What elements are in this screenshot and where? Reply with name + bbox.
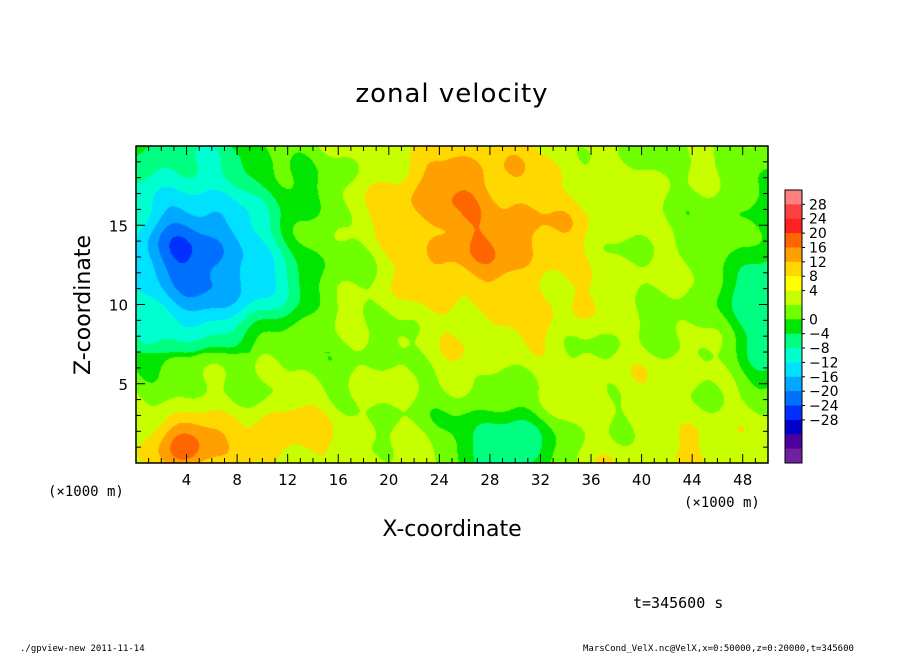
colorbar-level-label: 24 [809, 212, 827, 228]
colorbar-swatch [785, 405, 802, 421]
colorbar-swatch [785, 290, 802, 306]
colorbar-swatch [785, 247, 802, 263]
colorbar-swatch [785, 391, 802, 407]
x-tick-label: 40 [632, 471, 651, 489]
colorbar-level-label: −16 [809, 370, 839, 386]
colorbar-level-label: −8 [809, 341, 830, 357]
colorbar-level-label: 4 [809, 284, 818, 300]
x-tick-label: 16 [329, 471, 348, 489]
colorbar-swatch [785, 276, 802, 292]
x-unit-label-left: (×1000 m) [48, 484, 124, 500]
y-tick-label: 10 [109, 297, 128, 315]
colorbar-level-label: 20 [809, 226, 827, 242]
plot-area [135, 145, 769, 464]
x-tick-label: 20 [379, 471, 398, 489]
colorbar [784, 189, 803, 464]
colorbar-level-label: 28 [809, 197, 827, 213]
x-axis: 4 8 12 16 20 24 28 32 36 40 44 48 [135, 146, 769, 489]
x-tick-label: 36 [581, 471, 600, 489]
y-tick-label: 15 [109, 217, 128, 235]
colorbar-frame [784, 189, 803, 464]
colorbar-swatch [785, 348, 802, 363]
colorbar-level-label: 12 [809, 255, 827, 271]
y-axis-title: Z-coordinate [71, 235, 96, 375]
colorbar-level-label: −24 [809, 399, 839, 415]
y-axis: 5 10 15 [109, 145, 768, 464]
x-unit-label-right: (×1000 m) [684, 495, 760, 511]
chart-title: zonal velocity [355, 79, 548, 109]
x-tick-label: 48 [733, 471, 752, 489]
colorbar-swatch [785, 218, 802, 234]
heatmap-canvas [136, 146, 768, 463]
colorbar-swatch [785, 304, 802, 320]
footer-left: ./gpview-new 2011-11-14 [20, 644, 145, 654]
colorbar-swatch [785, 333, 802, 349]
colorbar-level-label: 0 [809, 312, 818, 328]
x-axis-title: X-coordinate [382, 517, 521, 542]
x-tick-label: 8 [232, 471, 242, 489]
colorbar-swatch [785, 319, 802, 335]
colorbar-swatch [785, 233, 802, 248]
colorbar-swatch [785, 204, 802, 220]
colorbar-swatch [785, 362, 802, 378]
colorbar-swatch [785, 190, 802, 205]
colorbar-swatch [785, 261, 802, 277]
colorbar-level-label: 16 [809, 240, 827, 256]
heatmap-field [136, 146, 768, 463]
colorbar-swatch [785, 448, 802, 464]
x-tick-label: 24 [430, 471, 449, 489]
footer-right: MarsCond_VelX.nc@VelX,x=0:50000,z=0:2000… [583, 644, 854, 654]
colorbar-swatch [785, 434, 802, 450]
x-tick-label: 32 [531, 471, 550, 489]
colorbar-level-label: −4 [809, 327, 830, 343]
colorbar-level-label: −28 [809, 413, 839, 429]
x-tick-label: 44 [683, 471, 702, 489]
colorbar-level-label: 8 [809, 269, 818, 285]
y-tick-label: 5 [118, 376, 128, 394]
x-tick-label: 28 [480, 471, 499, 489]
x-tick-label: 12 [278, 471, 297, 489]
colorbar-swatch [785, 419, 802, 435]
colorbar-swatch [785, 376, 802, 392]
colorbar-level-label: −12 [809, 355, 839, 371]
colorbar-level-label: −20 [809, 384, 839, 400]
x-tick-label: 4 [182, 471, 192, 489]
time-label: t=345600 s [633, 594, 723, 612]
